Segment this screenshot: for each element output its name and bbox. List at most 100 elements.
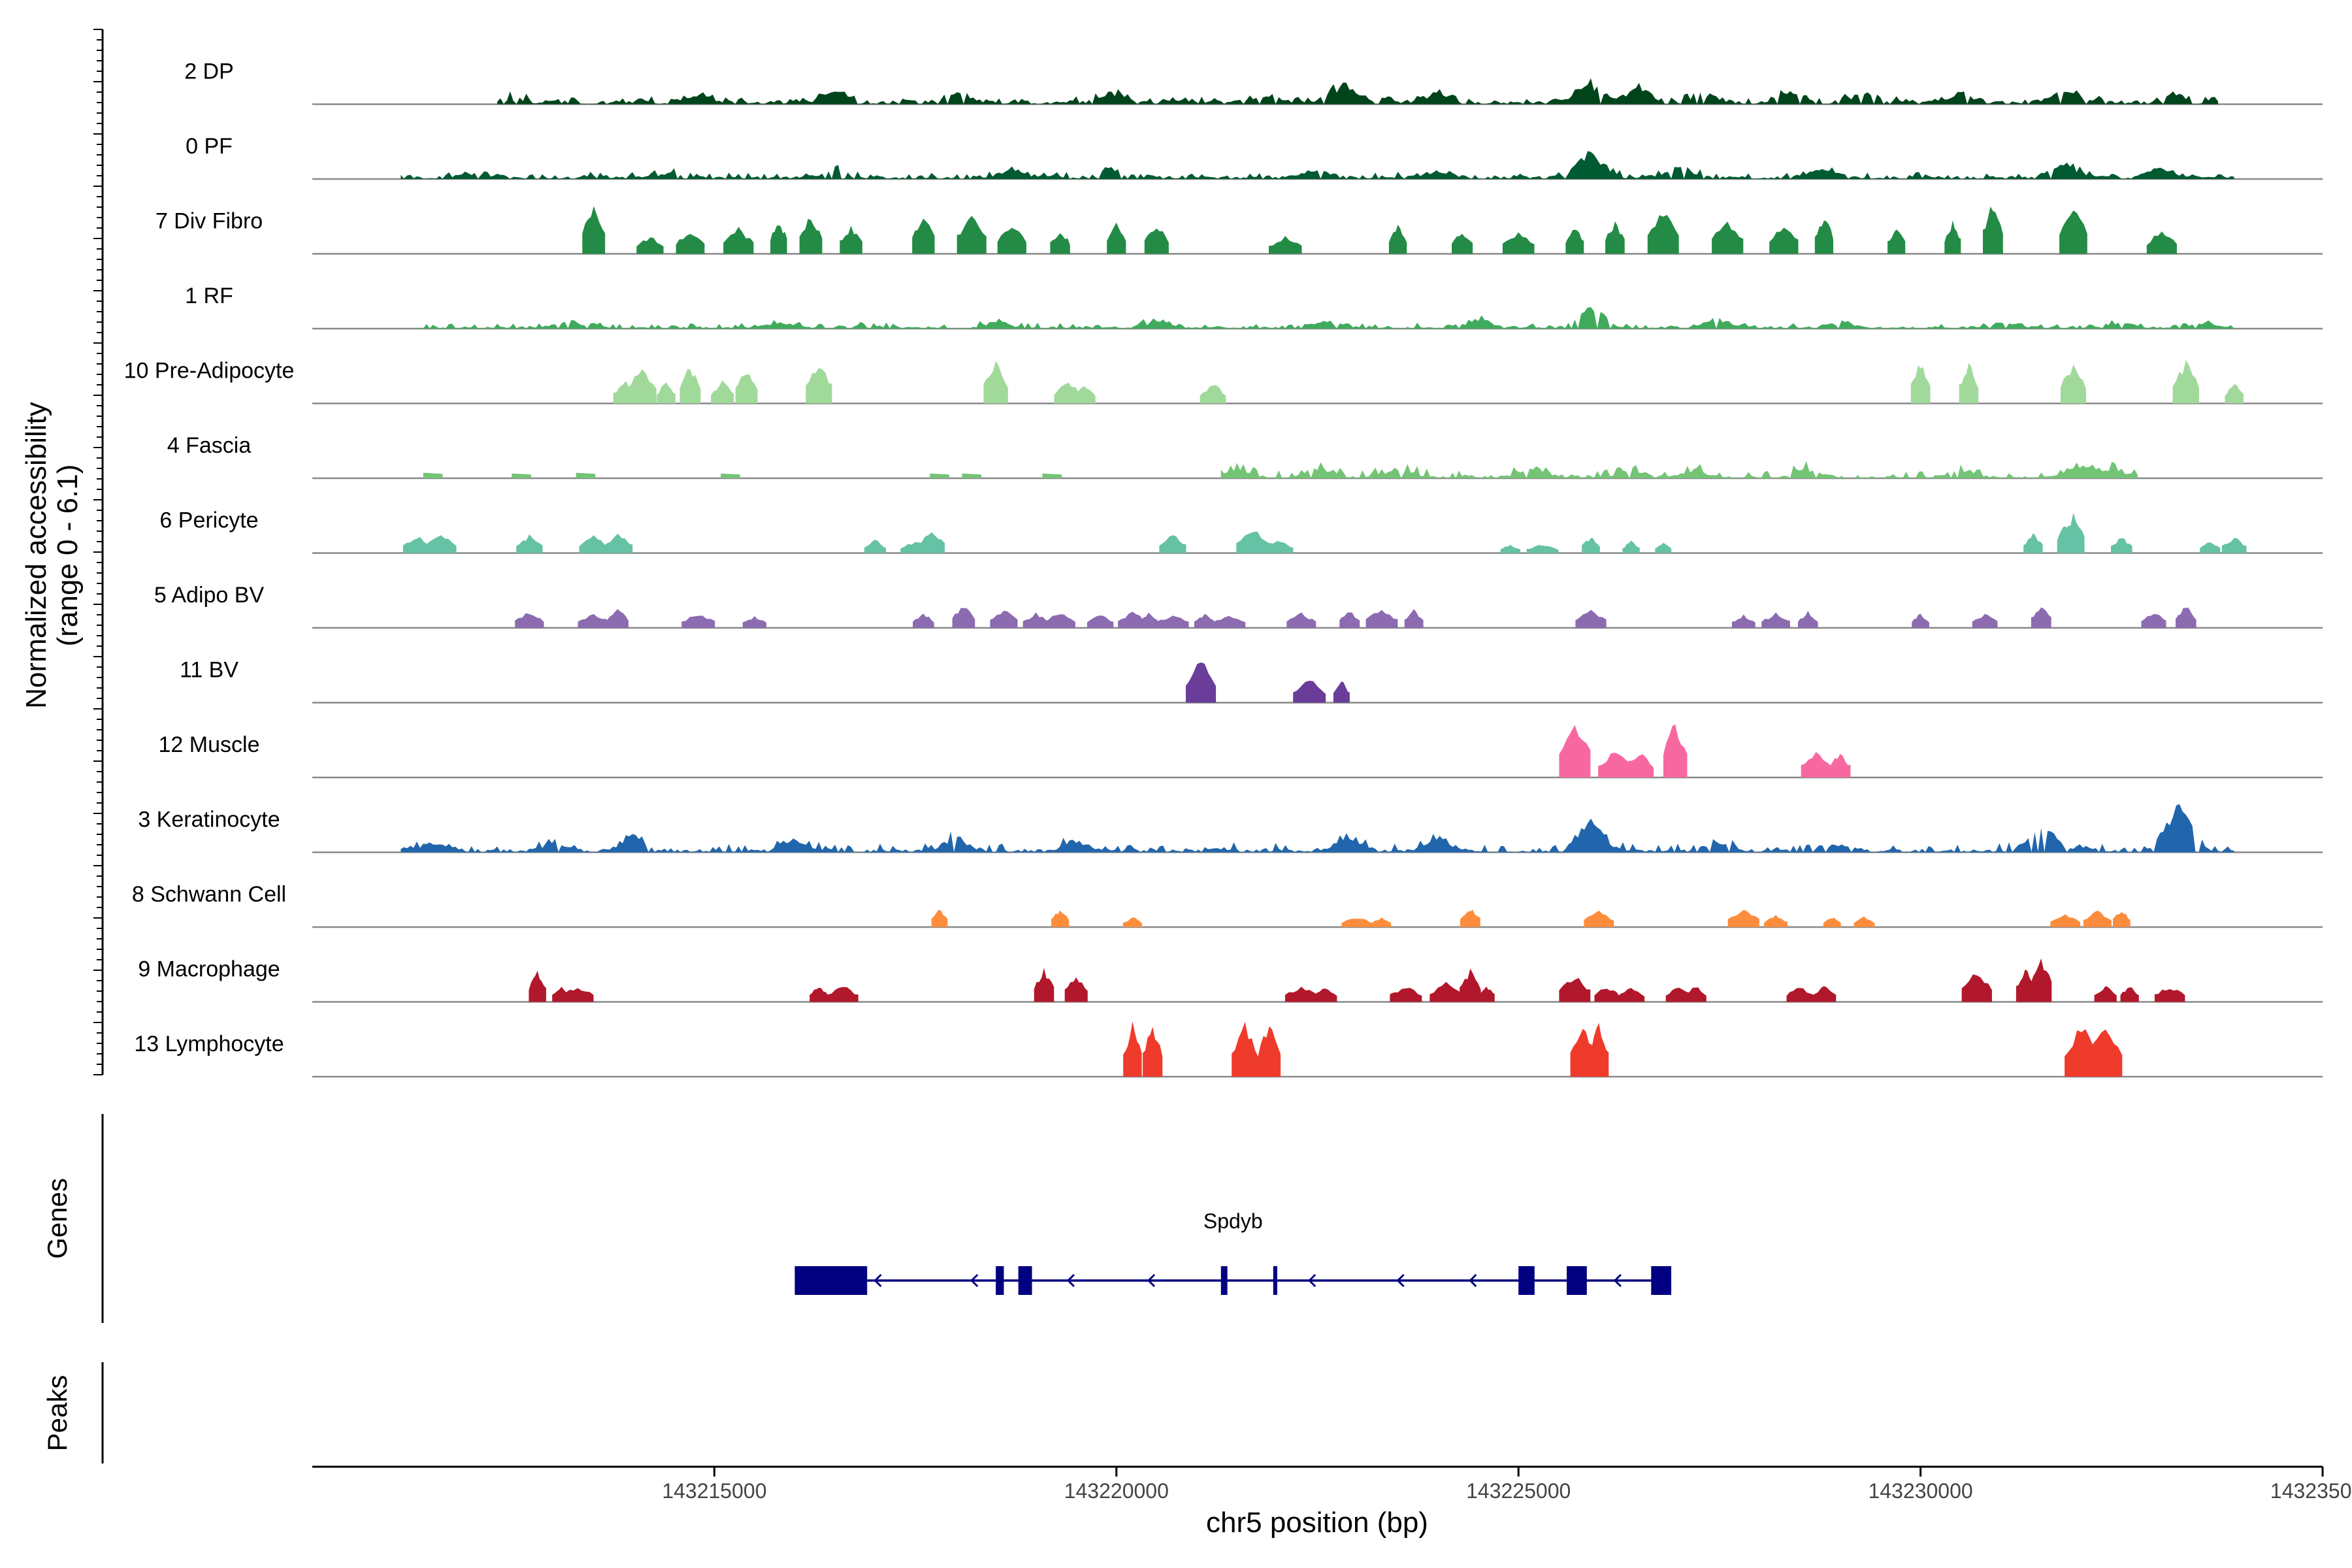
track-label: 13 Lymphocyte [134, 1032, 284, 1056]
coverage-peak [1404, 609, 1424, 628]
coverage-peak [627, 369, 657, 404]
coverage-peak [2221, 538, 2247, 553]
coverage-peak [1138, 612, 1159, 628]
coverage-peak [1107, 222, 1126, 254]
coverage-peak [1526, 545, 1559, 553]
coverage-peak [1500, 544, 1521, 553]
gene-name: Spdyb [1203, 1209, 1263, 1233]
coverage-peak [1961, 974, 1992, 1002]
coverage-peak [1910, 365, 1931, 404]
track-1-rf: 1 RF [185, 284, 2323, 330]
genes-track-label: Genes [42, 1178, 73, 1259]
coverage-peak [1144, 228, 1169, 254]
peaks-track-label: Peaks [42, 1375, 73, 1452]
gene-exon [1518, 1266, 1535, 1295]
coverage-peak [1123, 1021, 1142, 1077]
coverage-peak [1565, 229, 1584, 254]
gene-exon [1220, 1266, 1228, 1295]
x-tick-label: 143230000 [1869, 1479, 1973, 1503]
coverage-peak [1605, 221, 1625, 254]
coverage-peak [425, 535, 457, 553]
coverage-peak [1712, 221, 1744, 254]
coverage-peak [2031, 607, 2051, 628]
track-13-lymphocyte: 13 Lymphocyte [134, 1021, 2323, 1078]
track-11-bv: 11 BV [180, 658, 2323, 704]
coverage-tracks: 2 DP 0 PF 7 Div Fibro 1 RF 10 Pre-Adipocyte 4… [124, 59, 2323, 1078]
coverage-peak [1478, 986, 1495, 1002]
coverage-peak [679, 368, 701, 404]
coverage-peak [579, 535, 609, 553]
track-label: 6 Pericyte [159, 508, 258, 533]
coverage-peak [1022, 612, 1049, 628]
track-5-adipo-bv: 5 Adipo BV [154, 583, 2323, 629]
coverage-peak [2120, 987, 2139, 1002]
coverage-peak [1622, 540, 1640, 553]
coverage-peak [742, 616, 766, 628]
gene-exon [996, 1266, 1004, 1295]
coverage-peak [952, 608, 975, 628]
coverage-peak [2083, 910, 2112, 927]
track-10-pre-adipocyte: 10 Pre-Adipocyte [124, 359, 2323, 404]
coverage-peak [1582, 538, 1600, 553]
coverage-peak [1285, 987, 1318, 1002]
coverage-peak [1261, 541, 1294, 553]
track-7-div-fibro: 7 Div Fibro [155, 206, 2323, 255]
coverage-peak [2225, 384, 2244, 404]
coverage-peak [681, 615, 715, 628]
coverage-area [1220, 461, 2138, 478]
x-axis-label: chr5 position (bp) [1206, 1507, 1428, 1539]
coverage-peak [1761, 612, 1790, 628]
coverage-peak [1624, 754, 1654, 777]
coverage-peak [1575, 610, 1607, 628]
coverage-peak [840, 225, 862, 254]
gene-exon [1651, 1266, 1672, 1295]
coverage-peak [2031, 958, 2052, 1002]
coverage-peak [1341, 919, 1374, 927]
gene-exon [1567, 1266, 1587, 1295]
strand-arrow [1308, 1273, 1316, 1288]
coverage-peak [516, 534, 543, 553]
coverage-peak [2016, 970, 2034, 1002]
coverage-peak [1617, 988, 1645, 1002]
coverage-peak [990, 610, 1018, 628]
track-label: 7 Div Fibro [155, 209, 263, 234]
coverage-peak [676, 234, 705, 254]
coverage-peak [1829, 753, 1851, 777]
coverage-peak [2023, 533, 2043, 553]
coverage-peak [1156, 615, 1189, 628]
coverage-peak [2154, 988, 2185, 1002]
track-0-pf: 0 PF [186, 134, 2323, 180]
coverage-peak [1143, 1026, 1163, 1077]
coverage-peak [2172, 360, 2199, 404]
coverage-peak [1731, 614, 1756, 628]
coverage-peak [1589, 1022, 1609, 1077]
coverage-peak [1186, 662, 1217, 703]
y-axis-label-range: (range 0 - 6.1) [52, 465, 84, 647]
coverage-peak [1786, 988, 1814, 1002]
coverage-peak [799, 219, 823, 254]
track-9-macrophage: 9 Macrophage [138, 957, 2323, 1003]
coverage-peak [770, 225, 787, 254]
coverage-peak [809, 987, 828, 1002]
coverage-peak [2050, 914, 2080, 927]
coverage-peak [827, 987, 858, 1002]
coverage-peak [1087, 615, 1114, 628]
track-label: 0 PF [186, 134, 233, 159]
strand-arrow [1066, 1273, 1075, 1288]
coverage-peak [1594, 988, 1620, 1002]
coverage-peak [1854, 916, 1875, 927]
coverage-peak [529, 970, 546, 1002]
coverage-peak [931, 909, 948, 927]
coverage-peak [711, 380, 734, 404]
coverage-peak [2111, 538, 2132, 553]
coverage-peak [1972, 613, 1998, 628]
strand-arrow [874, 1273, 882, 1288]
coverage-peak [1655, 542, 1672, 553]
coverage-peak [402, 536, 431, 553]
coverage-peak [1269, 236, 1302, 254]
y-axis-ticks [93, 29, 103, 1075]
coverage-peak [1944, 220, 1961, 254]
coverage-peak [2200, 542, 2221, 553]
track-3-keratinocyte: 3 Keratinocyte [138, 804, 2323, 853]
coverage-peak [1314, 988, 1337, 1002]
